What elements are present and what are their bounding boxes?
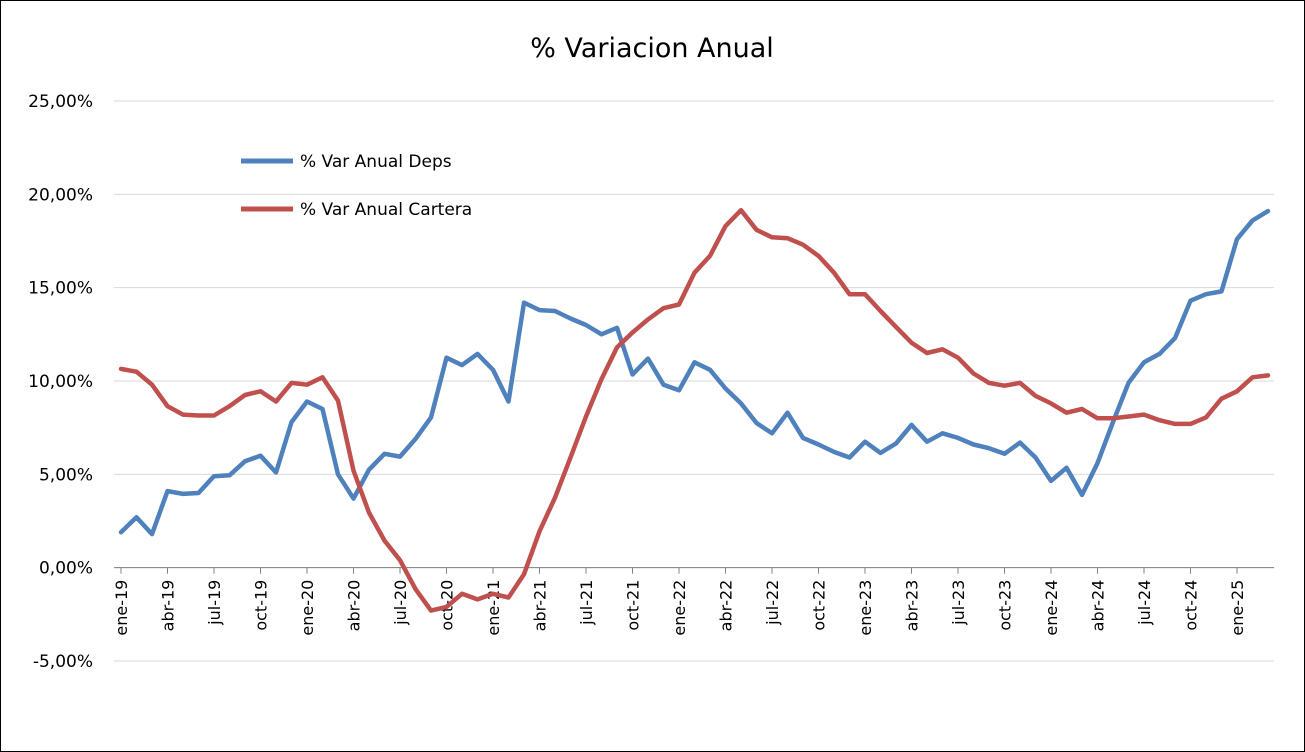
- y-tick-label: 5,00%: [39, 465, 93, 485]
- x-tick-label: abr-21: [531, 580, 550, 632]
- series-lines: [118, 207, 1271, 613]
- x-tick-label: ene-20: [298, 580, 317, 636]
- y-tick-label: 15,00%: [28, 279, 93, 299]
- x-tick-label: ene-21: [484, 580, 503, 636]
- x-axis: ene-19 abr-19 jul-19 oct-19 ene-20 abr-20 jul-…: [112, 567, 1274, 636]
- series-line-cartera: [118, 207, 1271, 613]
- y-tick-label: 0,00%: [39, 559, 93, 579]
- series-line-deps: [118, 208, 1271, 537]
- x-tick-label: oct-23: [996, 580, 1015, 631]
- y-tick-label: 20,00%: [28, 185, 93, 205]
- legend-label-cartera: % Var Anual Cartera: [300, 200, 472, 220]
- x-tick-label: abr-19: [159, 580, 178, 632]
- x-tick-label: abr-23: [903, 580, 922, 632]
- x-tick-label: oct-21: [624, 580, 643, 631]
- x-tick-label: ene-23: [856, 580, 875, 636]
- x-tick-label: jul-23: [949, 580, 968, 626]
- gridlines: [114, 100, 1274, 662]
- x-tick-label: ene-24: [1042, 580, 1061, 636]
- x-tick-label: ene-25: [1228, 580, 1247, 636]
- y-axis: -5,00% 0,00% 5,00% 10,00% 15,00% 20,00% 25,00%: [28, 92, 93, 672]
- x-tick-label: abr-24: [1089, 580, 1108, 632]
- x-tick-label: jul-22: [763, 580, 782, 626]
- x-tick-label: jul-19: [205, 580, 224, 626]
- x-tick-label: jul-24: [1135, 580, 1154, 626]
- x-tick-label: ene-19: [112, 580, 131, 636]
- x-tick-label: jul-21: [577, 580, 596, 626]
- legend-label-deps: % Var Anual Deps: [300, 152, 452, 172]
- legend: % Var Anual Deps % Var Anual Cartera: [241, 152, 472, 220]
- x-tick-label: oct-19: [252, 580, 271, 631]
- y-tick-label: 25,00%: [28, 92, 93, 112]
- y-tick-label: -5,00%: [33, 652, 93, 672]
- x-tick-label: jul-20: [391, 580, 410, 626]
- chart-title: % Variacion Anual: [530, 33, 774, 64]
- x-tick-label: ene-22: [670, 580, 689, 636]
- x-tick-label: oct-22: [810, 580, 829, 631]
- y-tick-label: 10,00%: [28, 372, 93, 392]
- x-tick-label: oct-24: [1182, 580, 1201, 631]
- x-tick-label: abr-20: [345, 580, 364, 632]
- x-tick-label: abr-22: [717, 580, 736, 632]
